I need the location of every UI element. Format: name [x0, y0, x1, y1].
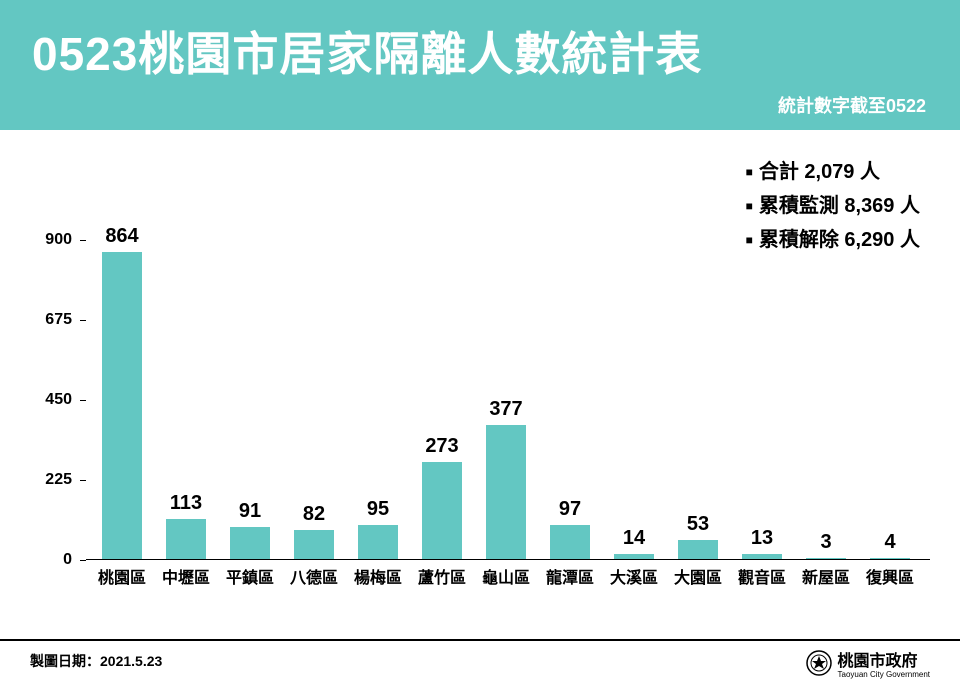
bar	[102, 252, 142, 559]
x-category-label: 大園區	[666, 564, 730, 588]
x-category-label: 龜山區	[474, 564, 538, 588]
x-category-label: 大溪區	[602, 564, 666, 588]
bar-value-label: 4	[860, 531, 920, 554]
bar-value-label: 95	[348, 498, 408, 521]
bar-slot: 13	[730, 239, 794, 559]
footer-org-sub: Taoyuan City Government	[838, 671, 931, 679]
bar-value-label: 377	[476, 398, 536, 421]
page-subtitle: 統計數字截至0522	[778, 92, 926, 118]
bar-value-label: 3	[796, 531, 856, 554]
footer-date: 製圖日期：2021.5.23	[30, 651, 162, 671]
bar-value-label: 82	[284, 503, 344, 526]
footer-logo: 桃園市政府 Taoyuan City Government	[806, 647, 931, 679]
bar-value-label: 97	[540, 498, 600, 521]
bar	[486, 425, 526, 559]
bar	[678, 540, 718, 559]
bar-slot: 97	[538, 239, 602, 559]
x-category-label: 觀音區	[730, 564, 794, 588]
bar-slot: 377	[474, 239, 538, 559]
y-tick-mark	[80, 560, 86, 561]
bar-slot: 14	[602, 239, 666, 559]
bar	[806, 558, 846, 559]
x-category-label: 楊梅區	[346, 564, 410, 588]
bar-slot: 113	[154, 239, 218, 559]
bar	[422, 462, 462, 559]
bar-slot: 82	[282, 239, 346, 559]
bar	[166, 519, 206, 559]
bar	[550, 525, 590, 559]
y-tick-label: 900	[30, 231, 72, 249]
bar-value-label: 14	[604, 527, 664, 550]
y-tick-label: 225	[30, 471, 72, 489]
y-tick-label: 450	[30, 391, 72, 409]
bar	[358, 525, 398, 559]
y-tick-mark	[80, 240, 86, 241]
bar-value-label: 13	[732, 527, 792, 550]
bar	[742, 554, 782, 559]
x-category-label: 八德區	[282, 564, 346, 588]
bar-slot: 4	[858, 239, 922, 559]
footer: 製圖日期：2021.5.23 桃園市政府 Taoyuan City Govern…	[0, 639, 960, 679]
bar-value-label: 91	[220, 500, 280, 523]
stat-total: 合計 2,079 人	[746, 155, 920, 189]
bar-slot: 273	[410, 239, 474, 559]
y-tick-mark	[80, 480, 86, 481]
stat-monitored: 累積監測 8,369 人	[746, 189, 920, 223]
bar-value-label: 53	[668, 513, 728, 536]
footer-org-name: 桃園市政府	[838, 653, 918, 670]
bar-slot: 53	[666, 239, 730, 559]
y-tick-mark	[80, 400, 86, 401]
y-tick-mark	[80, 320, 86, 321]
bar	[614, 554, 654, 559]
header-banner: 0523桃園市居家隔離人數統計表 統計數字截至0522	[0, 0, 960, 130]
x-category-label: 蘆竹區	[410, 564, 474, 588]
x-category-label: 龍潭區	[538, 564, 602, 588]
x-category-label: 桃園區	[90, 564, 154, 588]
bar	[230, 527, 270, 559]
x-category-label: 復興區	[858, 564, 922, 588]
page-title: 0523桃園市居家隔離人數統計表	[32, 18, 928, 84]
bar-slot: 91	[218, 239, 282, 559]
bar-slot: 3	[794, 239, 858, 559]
x-category-label: 新屋區	[794, 564, 858, 588]
plot-area: 864113918295 273377 9714531334	[86, 240, 930, 560]
bar-value-label: 113	[156, 492, 216, 515]
bar	[294, 530, 334, 559]
y-axis: 0225450675900	[30, 240, 80, 560]
bar	[870, 558, 910, 559]
bar-chart: 0225450675900 86411391829527337797145313…	[30, 240, 930, 590]
city-seal-icon	[806, 650, 832, 676]
bar-value-label: 864	[92, 225, 152, 248]
bar-value-label: 273	[412, 435, 472, 458]
y-tick-label: 675	[30, 311, 72, 329]
bar-slot: 95	[346, 239, 410, 559]
x-axis-labels: 桃園區中壢區平鎮區八德區楊梅區蘆竹區龜山區龍潭區大溪區大園區觀音區新屋區復興區	[86, 564, 930, 594]
x-category-label: 平鎮區	[218, 564, 282, 588]
x-category-label: 中壢區	[154, 564, 218, 588]
y-tick-label: 0	[30, 551, 72, 569]
bar-slot: 864	[90, 239, 154, 559]
